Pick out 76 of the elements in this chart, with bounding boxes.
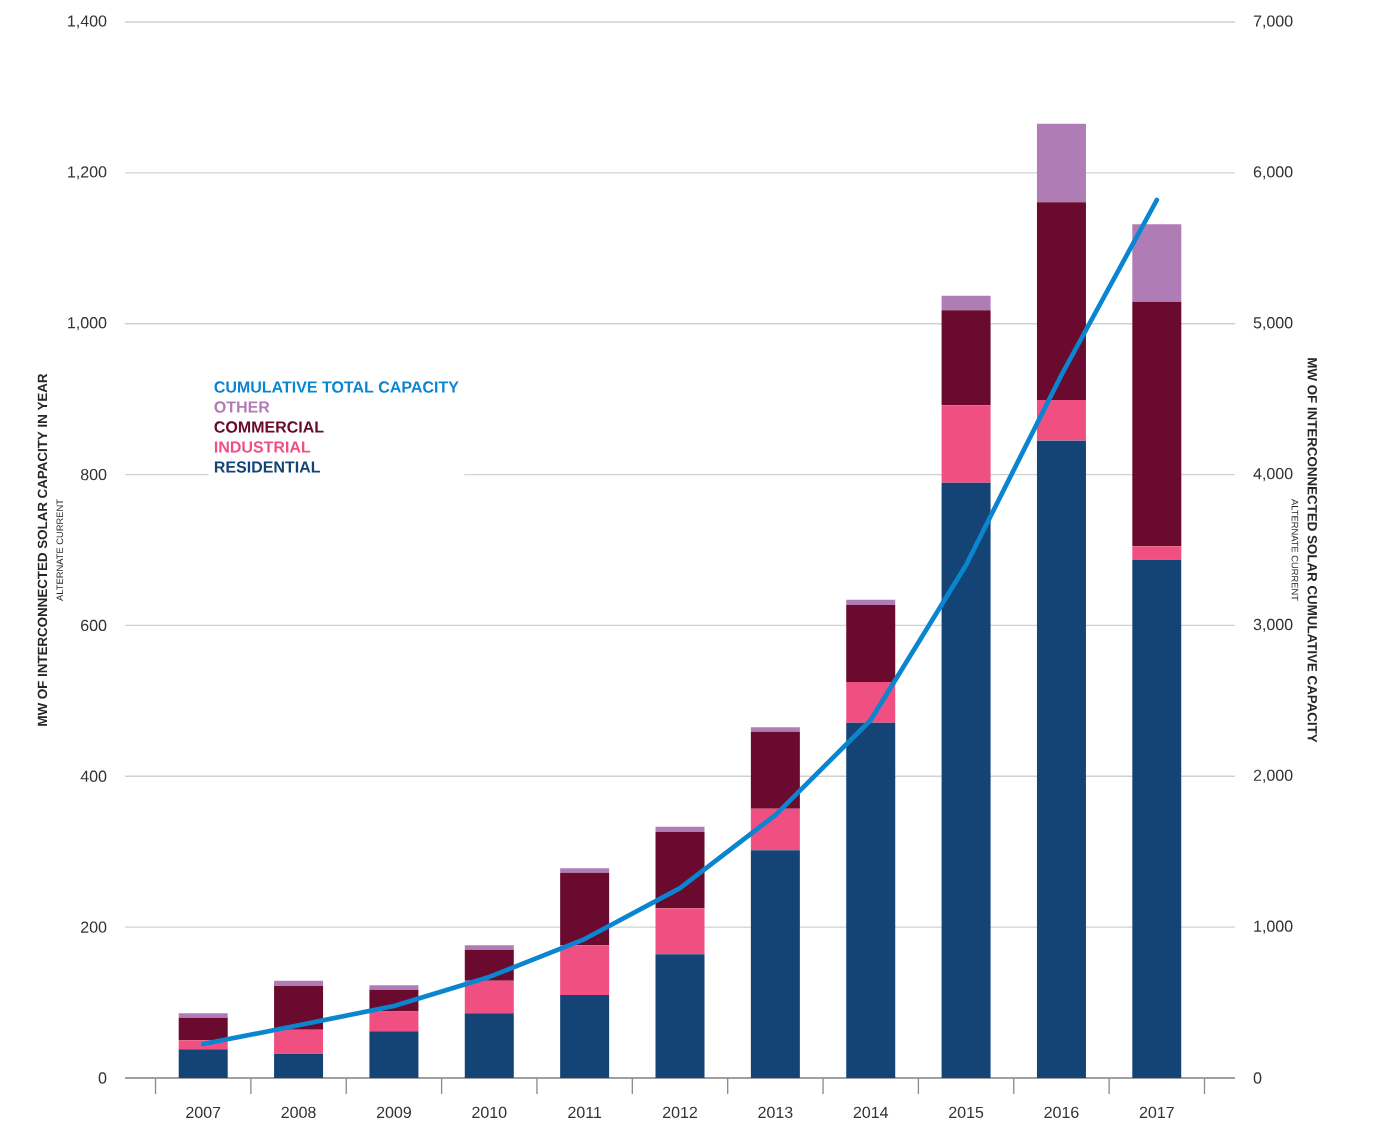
bar	[655, 826, 705, 833]
bar	[1132, 224, 1182, 302]
y2-tick-label: 7,000	[1253, 15, 1293, 29]
bar	[560, 995, 610, 1078]
bar	[178, 1017, 228, 1041]
text: ALTERNATE CURRENT	[56, 499, 64, 601]
bar	[941, 310, 991, 406]
bar	[464, 945, 514, 950]
y-tick-label: 400	[80, 770, 107, 782]
bar	[750, 731, 800, 809]
bar	[369, 985, 419, 990]
bar	[941, 295, 991, 311]
bar	[274, 1029, 324, 1054]
bar	[1132, 301, 1182, 547]
x-tick-label: 2015	[949, 1106, 984, 1119]
bar	[655, 908, 705, 955]
bar	[560, 872, 610, 946]
bar	[274, 980, 324, 986]
text: RESIDENTIAL	[214, 461, 321, 473]
bar	[750, 727, 800, 732]
bar	[464, 1013, 514, 1078]
y-tick-label: 200	[81, 921, 107, 933]
y2-tick-label: 1,000	[1254, 920, 1293, 934]
bar	[846, 599, 896, 606]
x-tick-label: 2008	[281, 1106, 316, 1119]
bar	[274, 1053, 324, 1078]
bar	[1036, 440, 1086, 1078]
bar	[941, 482, 991, 1078]
x-tick-label: 2017	[1139, 1106, 1174, 1119]
text: ALTERNATE CURRENT	[1291, 499, 1299, 601]
bar	[750, 850, 800, 1078]
bar	[655, 832, 705, 909]
y2-tick-label: 2,000	[1253, 769, 1293, 783]
x-tick-label: 2012	[663, 1106, 697, 1119]
bar	[1132, 546, 1182, 560]
y2-axis-title: MW OF INTERCONNECTED SOLAR CUMULATIVE CAPACITY	[1307, 358, 1317, 743]
x-tick-label: 2014	[853, 1106, 889, 1119]
y2-tick-label: 6,000	[1253, 166, 1293, 180]
line-series	[200, 197, 1160, 1047]
bar	[464, 980, 514, 1014]
text: INDUSTRIAL	[214, 441, 311, 453]
bar	[1036, 202, 1086, 400]
x-tick-label: 2010	[472, 1106, 507, 1119]
y-tick-label: 0	[98, 1072, 107, 1084]
text: CUMULATIVE TOTAL CAPACITY	[214, 381, 459, 393]
y-tick-label: 600	[81, 619, 107, 632]
bar	[655, 954, 705, 1078]
bar	[178, 1013, 228, 1018]
y-axis-title: MW OF INTERCONNECTED SOLAR CAPACITY IN YEAR	[37, 373, 48, 726]
x-tick-label: 2013	[758, 1106, 793, 1119]
bar	[941, 405, 991, 483]
x-tick-label: 2009	[376, 1106, 411, 1119]
y2-tick-label: 0	[1253, 1072, 1262, 1084]
bar	[1036, 123, 1086, 203]
bar	[560, 868, 610, 873]
y-tick-label: 1,400	[68, 15, 107, 29]
y2-tick-label: 3,000	[1253, 618, 1293, 633]
x-tick-label: 2016	[1044, 1106, 1079, 1119]
bar	[178, 1049, 228, 1078]
bar	[1036, 399, 1086, 441]
text: COMMERCIAL	[214, 421, 324, 433]
bar	[846, 722, 896, 1078]
text: OTHER	[214, 401, 270, 413]
bar	[846, 605, 896, 682]
bar	[369, 1011, 419, 1032]
x-tick-label: 2011	[568, 1106, 602, 1119]
y2-tick-label: 4,000	[1253, 467, 1293, 482]
y-tick-label: 1,200	[68, 166, 107, 180]
y-tick-label: 1,000	[68, 317, 107, 331]
bar	[369, 1031, 419, 1078]
x-tick-label: 2007	[186, 1106, 221, 1119]
bar	[1132, 559, 1182, 1078]
y-tick-label: 800	[80, 468, 107, 481]
y2-tick-label: 5,000	[1253, 317, 1293, 331]
bar	[750, 808, 800, 851]
bar	[560, 945, 610, 996]
